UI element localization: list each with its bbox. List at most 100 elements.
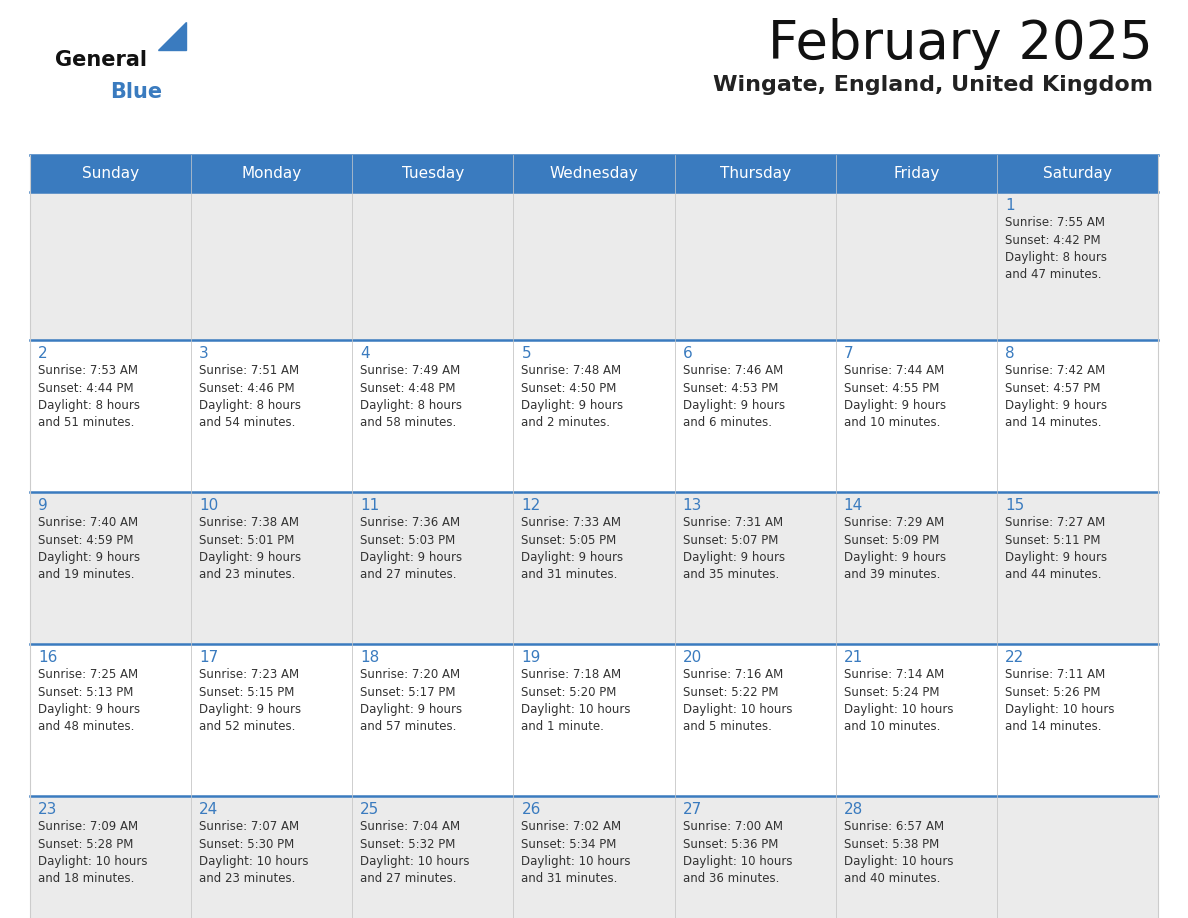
Text: Sunrise: 7:14 AM
Sunset: 5:24 PM
Daylight: 10 hours
and 10 minutes.: Sunrise: 7:14 AM Sunset: 5:24 PM Dayligh… <box>843 668 953 733</box>
Text: 26: 26 <box>522 802 541 817</box>
Text: Sunrise: 7:27 AM
Sunset: 5:11 PM
Daylight: 9 hours
and 44 minutes.: Sunrise: 7:27 AM Sunset: 5:11 PM Dayligh… <box>1005 516 1107 581</box>
Text: 18: 18 <box>360 650 379 665</box>
Text: Sunrise: 7:07 AM
Sunset: 5:30 PM
Daylight: 10 hours
and 23 minutes.: Sunrise: 7:07 AM Sunset: 5:30 PM Dayligh… <box>200 820 309 886</box>
Bar <box>835 644 997 796</box>
Text: 6: 6 <box>683 346 693 361</box>
Text: 27: 27 <box>683 802 702 817</box>
Text: Sunrise: 7:38 AM
Sunset: 5:01 PM
Daylight: 9 hours
and 23 minutes.: Sunrise: 7:38 AM Sunset: 5:01 PM Dayligh… <box>200 516 302 581</box>
Bar <box>30 796 191 918</box>
Bar <box>675 796 835 918</box>
Text: 25: 25 <box>360 802 379 817</box>
Text: Sunrise: 7:49 AM
Sunset: 4:48 PM
Daylight: 8 hours
and 58 minutes.: Sunrise: 7:49 AM Sunset: 4:48 PM Dayligh… <box>360 364 462 430</box>
Text: Thursday: Thursday <box>720 166 791 181</box>
Bar <box>353 796 513 918</box>
Text: Sunrise: 7:00 AM
Sunset: 5:36 PM
Daylight: 10 hours
and 36 minutes.: Sunrise: 7:00 AM Sunset: 5:36 PM Dayligh… <box>683 820 792 886</box>
Text: Sunrise: 7:16 AM
Sunset: 5:22 PM
Daylight: 10 hours
and 5 minutes.: Sunrise: 7:16 AM Sunset: 5:22 PM Dayligh… <box>683 668 792 733</box>
Bar <box>997 192 1158 340</box>
Bar <box>191 340 353 492</box>
Bar <box>513 796 675 918</box>
Text: 19: 19 <box>522 650 541 665</box>
Text: Sunrise: 7:29 AM
Sunset: 5:09 PM
Daylight: 9 hours
and 39 minutes.: Sunrise: 7:29 AM Sunset: 5:09 PM Dayligh… <box>843 516 946 581</box>
Text: 11: 11 <box>360 498 379 513</box>
Text: Sunrise: 7:48 AM
Sunset: 4:50 PM
Daylight: 9 hours
and 2 minutes.: Sunrise: 7:48 AM Sunset: 4:50 PM Dayligh… <box>522 364 624 430</box>
Text: Sunrise: 7:55 AM
Sunset: 4:42 PM
Daylight: 8 hours
and 47 minutes.: Sunrise: 7:55 AM Sunset: 4:42 PM Dayligh… <box>1005 216 1107 282</box>
Text: 14: 14 <box>843 498 862 513</box>
Text: 17: 17 <box>200 650 219 665</box>
Text: Sunrise: 7:25 AM
Sunset: 5:13 PM
Daylight: 9 hours
and 48 minutes.: Sunrise: 7:25 AM Sunset: 5:13 PM Dayligh… <box>38 668 140 733</box>
Text: 28: 28 <box>843 802 862 817</box>
Text: 4: 4 <box>360 346 369 361</box>
Text: Saturday: Saturday <box>1043 166 1112 181</box>
Text: Sunrise: 7:09 AM
Sunset: 5:28 PM
Daylight: 10 hours
and 18 minutes.: Sunrise: 7:09 AM Sunset: 5:28 PM Dayligh… <box>38 820 147 886</box>
Bar <box>675 192 835 340</box>
Bar <box>513 644 675 796</box>
Bar <box>997 796 1158 918</box>
Polygon shape <box>158 22 187 50</box>
Bar <box>513 492 675 644</box>
Text: Wingate, England, United Kingdom: Wingate, England, United Kingdom <box>713 75 1154 95</box>
Text: 13: 13 <box>683 498 702 513</box>
Text: Sunrise: 7:31 AM
Sunset: 5:07 PM
Daylight: 9 hours
and 35 minutes.: Sunrise: 7:31 AM Sunset: 5:07 PM Dayligh… <box>683 516 785 581</box>
Text: Blue: Blue <box>110 82 162 102</box>
Text: February 2025: February 2025 <box>769 18 1154 70</box>
Text: Sunrise: 7:42 AM
Sunset: 4:57 PM
Daylight: 9 hours
and 14 minutes.: Sunrise: 7:42 AM Sunset: 4:57 PM Dayligh… <box>1005 364 1107 430</box>
Text: Sunrise: 7:11 AM
Sunset: 5:26 PM
Daylight: 10 hours
and 14 minutes.: Sunrise: 7:11 AM Sunset: 5:26 PM Dayligh… <box>1005 668 1114 733</box>
Bar <box>191 192 353 340</box>
Text: Sunrise: 7:33 AM
Sunset: 5:05 PM
Daylight: 9 hours
and 31 minutes.: Sunrise: 7:33 AM Sunset: 5:05 PM Dayligh… <box>522 516 624 581</box>
Text: 5: 5 <box>522 346 531 361</box>
Text: 3: 3 <box>200 346 209 361</box>
Text: Friday: Friday <box>893 166 940 181</box>
Text: Sunrise: 7:23 AM
Sunset: 5:15 PM
Daylight: 9 hours
and 52 minutes.: Sunrise: 7:23 AM Sunset: 5:15 PM Dayligh… <box>200 668 302 733</box>
Bar <box>513 340 675 492</box>
Text: Sunrise: 7:04 AM
Sunset: 5:32 PM
Daylight: 10 hours
and 27 minutes.: Sunrise: 7:04 AM Sunset: 5:32 PM Dayligh… <box>360 820 469 886</box>
Text: 23: 23 <box>38 802 57 817</box>
Bar <box>513 192 675 340</box>
Bar <box>675 492 835 644</box>
Text: Sunday: Sunday <box>82 166 139 181</box>
Text: 7: 7 <box>843 346 853 361</box>
Text: Sunrise: 7:46 AM
Sunset: 4:53 PM
Daylight: 9 hours
and 6 minutes.: Sunrise: 7:46 AM Sunset: 4:53 PM Dayligh… <box>683 364 785 430</box>
Text: Sunrise: 7:18 AM
Sunset: 5:20 PM
Daylight: 10 hours
and 1 minute.: Sunrise: 7:18 AM Sunset: 5:20 PM Dayligh… <box>522 668 631 733</box>
Bar <box>997 644 1158 796</box>
Text: Sunrise: 7:02 AM
Sunset: 5:34 PM
Daylight: 10 hours
and 31 minutes.: Sunrise: 7:02 AM Sunset: 5:34 PM Dayligh… <box>522 820 631 886</box>
Text: Sunrise: 7:53 AM
Sunset: 4:44 PM
Daylight: 8 hours
and 51 minutes.: Sunrise: 7:53 AM Sunset: 4:44 PM Dayligh… <box>38 364 140 430</box>
Bar <box>191 644 353 796</box>
Bar <box>353 340 513 492</box>
Bar <box>353 192 513 340</box>
Text: 15: 15 <box>1005 498 1024 513</box>
Text: 10: 10 <box>200 498 219 513</box>
Bar <box>835 340 997 492</box>
Text: 9: 9 <box>38 498 48 513</box>
Text: Sunrise: 7:36 AM
Sunset: 5:03 PM
Daylight: 9 hours
and 27 minutes.: Sunrise: 7:36 AM Sunset: 5:03 PM Dayligh… <box>360 516 462 581</box>
Bar <box>835 492 997 644</box>
Text: 2: 2 <box>38 346 48 361</box>
Text: 16: 16 <box>38 650 57 665</box>
Text: Sunrise: 7:51 AM
Sunset: 4:46 PM
Daylight: 8 hours
and 54 minutes.: Sunrise: 7:51 AM Sunset: 4:46 PM Dayligh… <box>200 364 301 430</box>
Text: Sunrise: 6:57 AM
Sunset: 5:38 PM
Daylight: 10 hours
and 40 minutes.: Sunrise: 6:57 AM Sunset: 5:38 PM Dayligh… <box>843 820 953 886</box>
Bar <box>30 155 1158 192</box>
Text: Monday: Monday <box>241 166 302 181</box>
Text: Sunrise: 7:44 AM
Sunset: 4:55 PM
Daylight: 9 hours
and 10 minutes.: Sunrise: 7:44 AM Sunset: 4:55 PM Dayligh… <box>843 364 946 430</box>
Bar <box>191 796 353 918</box>
Bar <box>997 340 1158 492</box>
Bar <box>675 340 835 492</box>
Text: 12: 12 <box>522 498 541 513</box>
Text: Tuesday: Tuesday <box>402 166 465 181</box>
Bar <box>675 644 835 796</box>
Text: 1: 1 <box>1005 198 1015 213</box>
Bar <box>997 492 1158 644</box>
Bar <box>835 192 997 340</box>
Text: Wednesday: Wednesday <box>550 166 638 181</box>
Text: Sunrise: 7:40 AM
Sunset: 4:59 PM
Daylight: 9 hours
and 19 minutes.: Sunrise: 7:40 AM Sunset: 4:59 PM Dayligh… <box>38 516 140 581</box>
Text: 24: 24 <box>200 802 219 817</box>
Bar <box>191 492 353 644</box>
Bar <box>835 796 997 918</box>
Text: 22: 22 <box>1005 650 1024 665</box>
Text: 20: 20 <box>683 650 702 665</box>
Bar <box>353 644 513 796</box>
Bar <box>30 492 191 644</box>
Bar <box>353 492 513 644</box>
Bar <box>30 644 191 796</box>
Text: Sunrise: 7:20 AM
Sunset: 5:17 PM
Daylight: 9 hours
and 57 minutes.: Sunrise: 7:20 AM Sunset: 5:17 PM Dayligh… <box>360 668 462 733</box>
Text: 21: 21 <box>843 650 862 665</box>
